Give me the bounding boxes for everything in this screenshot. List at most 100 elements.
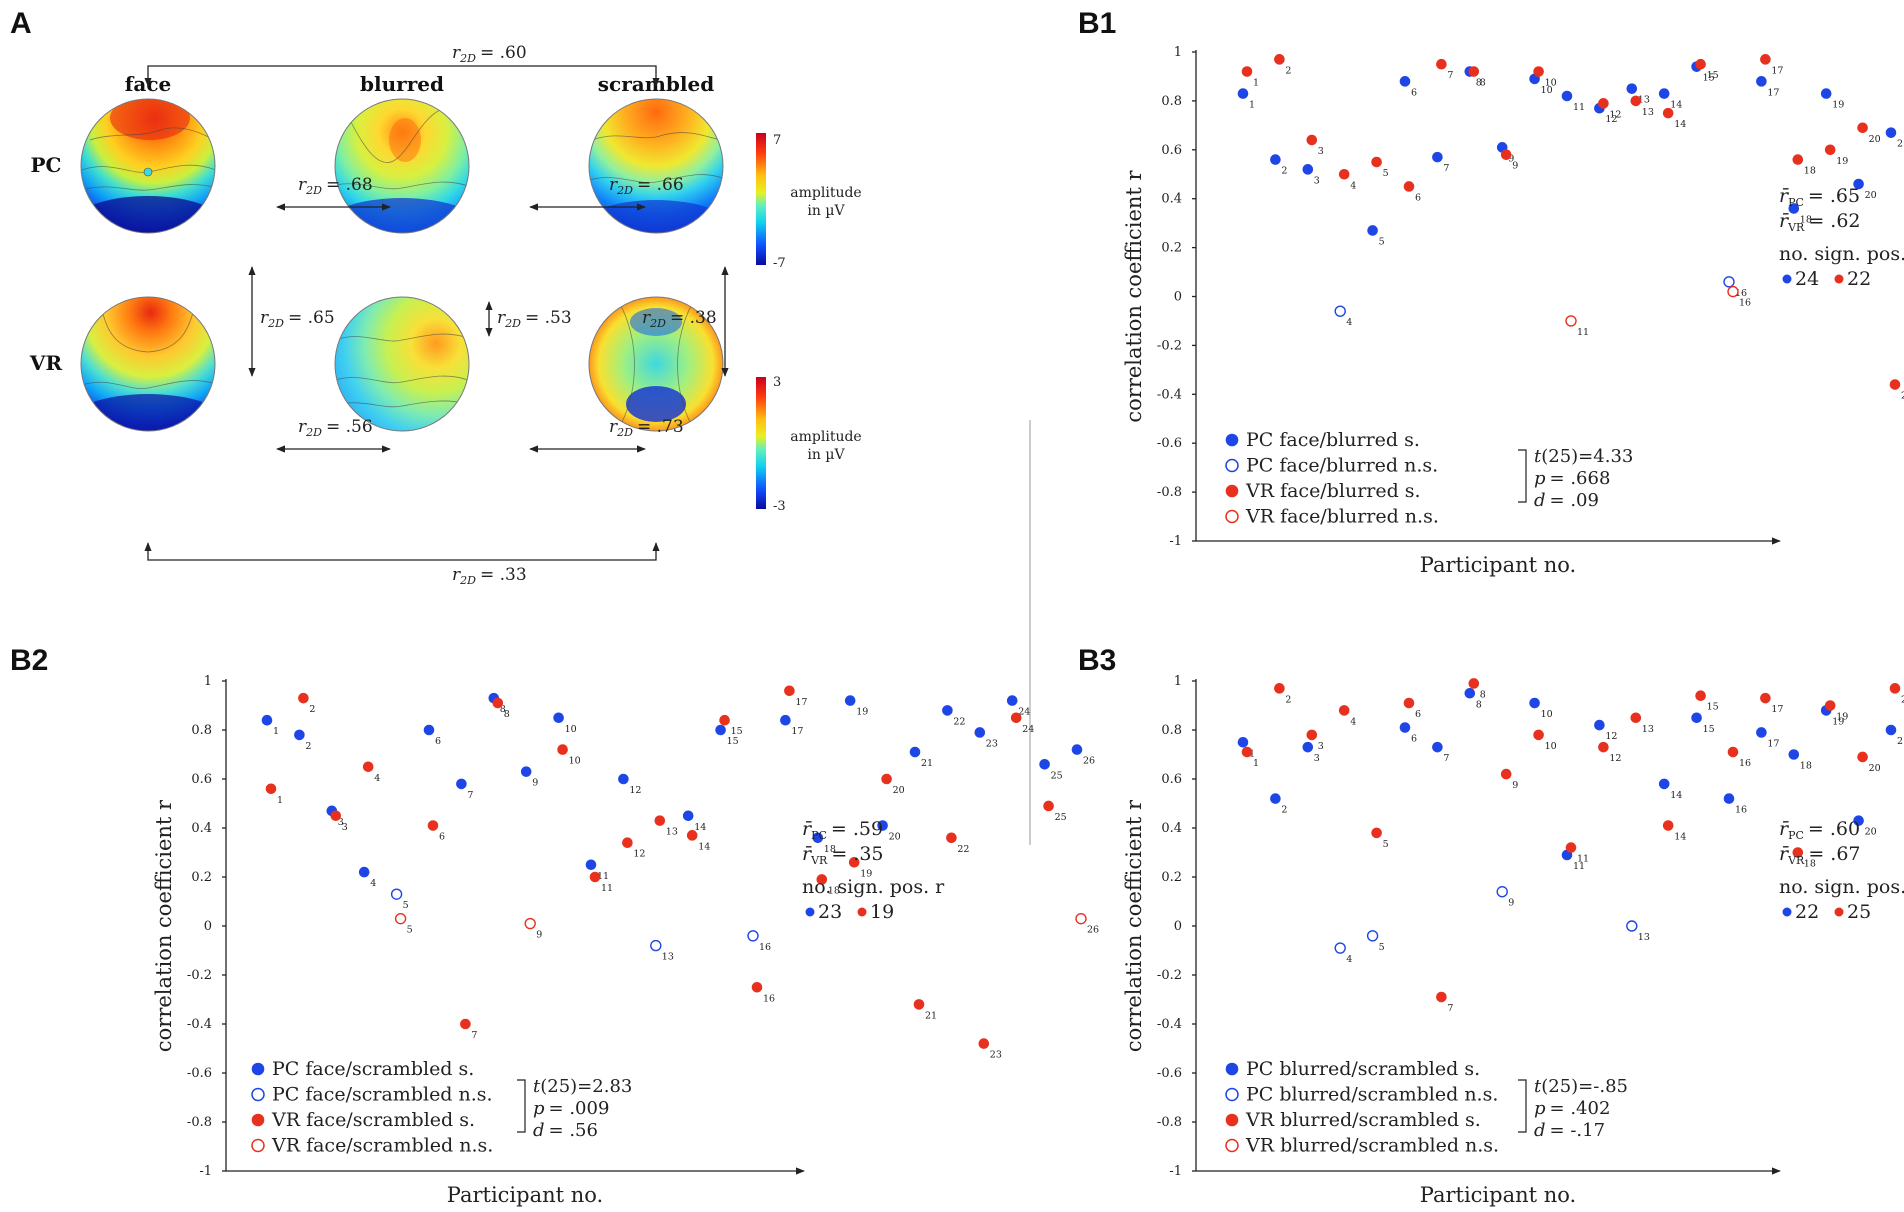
svg-text:r2D= .38: r2D = .38 [642,308,717,330]
point-label-pc-12: 12 [629,785,641,796]
point-pc-24 [1006,695,1018,706]
point-vr-9 [524,917,536,930]
point-vr-9 [1500,149,1512,160]
y-tick-label: 0.2 [1161,241,1182,256]
y-tick-label: 0.8 [1161,94,1182,109]
point-label-pc-4: 4 [1346,954,1352,965]
y-tick-label: -1 [199,1164,212,1179]
point-label-vr-3: 3 [342,822,348,833]
point-pc-4 [1334,305,1346,317]
y-axis-label: correlation coefficient r [1122,169,1146,422]
point-vr-3 [330,810,342,822]
legend-entry: VR face/blurred s. [1245,480,1421,502]
point-vr-14 [1662,107,1674,119]
point-vr-13 [1630,95,1642,107]
colorbar-pc-label-1: amplitude [790,185,861,201]
point-label-pc-1: 1 [1249,748,1255,759]
topomap-vr-face [80,296,216,432]
point-label-pc-2: 2 [1281,805,1287,816]
point-vr-24 [1010,712,1022,724]
point-vr-17 [1760,54,1771,65]
point-label-vr-10: 10 [1545,741,1557,752]
legend-marker [1225,484,1239,498]
point-pc-7 [1432,151,1443,163]
point-pc-4 [358,866,370,878]
svg-text:r2D= .65: r2D = .65 [260,308,335,330]
point-vr-6 [427,820,439,831]
y-tick-label: -0.8 [1157,485,1182,500]
point-vr-13 [654,815,666,826]
y-tick-label: -0.4 [1157,1017,1182,1032]
point-pc-21 [1885,724,1897,736]
point-pc-20 [877,820,888,831]
legend-marker [251,1062,265,1076]
point-vr-4 [1338,168,1350,180]
point-vr-13 [1630,712,1642,724]
point-label-pc-14: 14 [694,822,706,833]
point-pc-1 [1237,736,1249,748]
legend-entry: VR blurred/scrambled s. [1245,1109,1481,1131]
point-pc-14 [1658,778,1670,790]
point-label-vr-5: 5 [1383,168,1389,179]
point-label-vr-16: 16 [1739,758,1751,769]
sign-count-pc: 24 [1795,268,1819,290]
point-label-pc-20: 20 [889,832,901,843]
point-vr-15 [1695,690,1706,702]
point-label-vr-16: 16 [763,993,775,1004]
point-pc-11 [1561,90,1573,102]
mean-vr: r̄VR = .62 [1779,210,1861,234]
point-pc-12 [1594,719,1605,731]
point-label-pc-21: 21 [921,758,933,769]
colorbar-pc-bottom: -7 [773,256,786,271]
y-tick-label: 0.8 [1161,723,1182,738]
point-label-pc-11: 11 [1573,861,1585,872]
point-label-pc-20: 20 [1865,190,1877,201]
point-vr-3 [1306,729,1318,741]
point-label-pc-16: 16 [759,942,771,953]
point-label-vr-1: 1 [1253,78,1259,89]
point-vr-22 [946,832,957,844]
legend-entry: VR face/blurred n.s. [1245,506,1439,528]
point-pc-16 [1723,276,1735,288]
y-tick-label: -0.2 [1157,968,1182,983]
legend-marker [1225,1138,1239,1153]
y-tick-label: -0.2 [1157,338,1182,353]
corr-label-bottom: r2D = .33 [452,565,527,587]
point-pc-16 [747,930,759,942]
point-label-pc-23: 23 [986,738,998,749]
point-label-pc-19: 19 [856,707,868,718]
point-label-vr-8: 8 [1480,689,1486,700]
point-label-vr-21: 21 [1901,391,1904,402]
point-vr-5 [1371,827,1382,839]
point-vr-10 [557,744,568,755]
point-label-vr-6: 6 [439,832,445,843]
stats-bracket [1518,449,1527,503]
point-label-pc-16: 16 [1735,288,1747,299]
point-label-pc-8: 8 [1476,699,1482,710]
point-label-pc-7: 7 [1443,753,1449,764]
point-pc-15 [1691,712,1702,724]
point-label-vr-17: 17 [1771,65,1783,76]
point-label-pc-17: 17 [1767,738,1779,749]
y-tick-label: -1 [1169,534,1182,549]
point-vr-21 [913,999,925,1010]
y-tick-label: 0.4 [191,821,212,836]
point-label-vr-5: 5 [407,925,413,936]
point-pc-6 [423,724,435,736]
colorbar-vr-bottom: -3 [773,499,786,514]
point-label-vr-8: 8 [1480,78,1486,89]
point-vr-1 [265,783,277,795]
legend-entry: PC face/scrambled n.s. [272,1084,493,1106]
svg-text:r2D= .60: r2D = .60 [452,43,527,65]
panel-label-b3: B3 [1078,644,1116,677]
point-label-vr-19: 19 [1836,712,1848,723]
point-label-vr-9: 9 [1512,780,1518,791]
point-pc-15 [715,724,726,736]
point-vr-9 [1500,768,1512,780]
point-label-pc-20: 20 [1865,827,1877,838]
point-pc-14 [682,810,694,822]
point-pc-18 [1788,749,1800,760]
y-tick-label: -0.6 [187,1066,212,1081]
point-label-vr-11: 11 [601,883,613,894]
sign-count-pc: 22 [1795,901,1819,923]
